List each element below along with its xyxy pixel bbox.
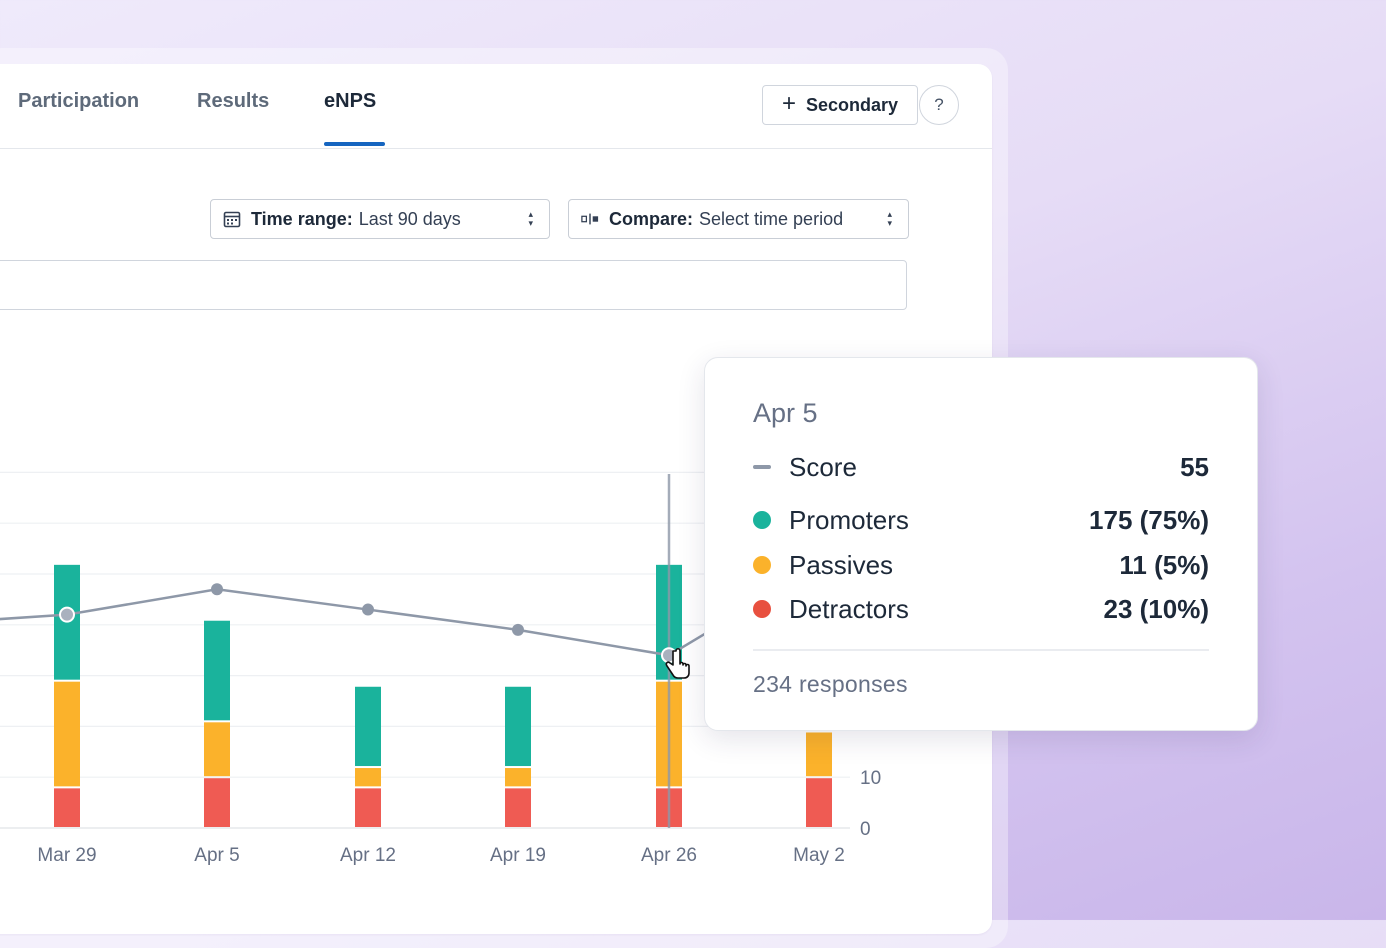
x-tick-label: Apr 26	[641, 845, 697, 866]
x-tick-label: Apr 5	[194, 845, 239, 866]
tooltip-responses: 234 responses	[753, 671, 908, 697]
select-caret-icon: ▴ ▾	[528, 209, 533, 228]
help-icon: ?	[934, 95, 944, 114]
bar-detractors	[505, 788, 531, 827]
time-range-label: Time range:	[251, 208, 353, 229]
secondary-button-label: Secondary	[805, 94, 899, 115]
bar-passives	[806, 732, 832, 777]
score-line-icon	[753, 465, 771, 469]
x-tick-label: Apr 12	[340, 845, 396, 866]
bar-passives	[355, 768, 381, 787]
bar-detractors	[204, 778, 230, 827]
tooltip-score-row: Score 55	[753, 450, 1209, 484]
tooltip-passives-label: Passives	[789, 549, 894, 580]
secondary-button[interactable]: + Secondary	[762, 85, 918, 125]
hand-cursor-icon	[665, 647, 690, 679]
bar-detractors	[54, 788, 80, 827]
time-range-select[interactable]: Time range: Last 90 days ▴ ▾	[210, 199, 550, 239]
bar-passives	[204, 722, 230, 777]
tooltip-promoters-row: Promoters 175 (75%)	[753, 503, 1209, 537]
compare-label: Compare:	[609, 208, 694, 229]
plus-icon: +	[781, 90, 796, 117]
tab-participation[interactable]: Participation	[18, 90, 140, 112]
score-point	[59, 606, 75, 623]
tooltip-promoters-label: Promoters	[789, 504, 909, 535]
search-input[interactable]	[0, 260, 907, 310]
compare-icon	[581, 210, 599, 228]
compare-value: Select time period	[699, 208, 844, 229]
bar-detractors	[806, 778, 832, 827]
help-button[interactable]: ?	[919, 85, 959, 125]
bar-promoters	[204, 620, 230, 721]
score-point	[512, 623, 524, 636]
score-point	[211, 583, 223, 596]
enps-chart: 0 10 Mar 29 Apr 5 Apr 12 Apr 19 Apr 26 May 2	[0, 471, 881, 866]
tooltip-score-value: 55	[1180, 451, 1209, 482]
passives-dot-icon	[753, 556, 771, 574]
compare-select[interactable]: Compare: Select time period ▴ ▾	[568, 199, 909, 239]
y-tick-label: 0	[860, 819, 871, 840]
tooltip-score-label: Score	[789, 451, 857, 482]
score-line	[0, 587, 721, 657]
tooltip-promoters-value: 175 (75%)	[1089, 504, 1209, 535]
x-tick-label: Apr 19	[490, 845, 546, 866]
detractors-dot-icon	[753, 600, 771, 618]
promoters-dot-icon	[753, 511, 771, 529]
bar-detractors	[355, 788, 381, 827]
score-point	[362, 603, 374, 616]
calendar-icon	[223, 210, 241, 228]
bar-passives	[505, 768, 531, 787]
chart-tooltip: Apr 5 Score 55 Promoters 175 (75%) Passi…	[704, 357, 1258, 731]
tab-results[interactable]: Results	[197, 90, 270, 112]
x-tick-label: Mar 29	[37, 845, 96, 866]
select-caret-icon: ▴ ▾	[887, 209, 892, 228]
tooltip-detractors-label: Detractors	[789, 593, 909, 624]
y-tick-label: 10	[860, 768, 881, 789]
tab-bar: Participation Results eNPS	[0, 64, 992, 149]
time-range-value: Last 90 days	[358, 208, 461, 229]
active-tab-indicator	[324, 142, 385, 146]
x-tick-label: May 2	[793, 845, 845, 866]
tooltip-passives-value: 11 (5%)	[1119, 549, 1209, 580]
bar-passives	[54, 681, 80, 787]
tooltip-date: Apr 5	[753, 398, 818, 428]
tooltip-passives-row: Passives 11 (5%)	[753, 548, 1209, 582]
tooltip-detractors-value: 23 (10%)	[1103, 593, 1210, 624]
bar-promoters	[355, 686, 381, 767]
bar-promoters	[505, 686, 531, 767]
tooltip-detractors-row: Detractors 23 (10%)	[753, 592, 1209, 626]
tooltip-divider	[753, 649, 1209, 651]
tab-enps[interactable]: eNPS	[324, 90, 377, 112]
